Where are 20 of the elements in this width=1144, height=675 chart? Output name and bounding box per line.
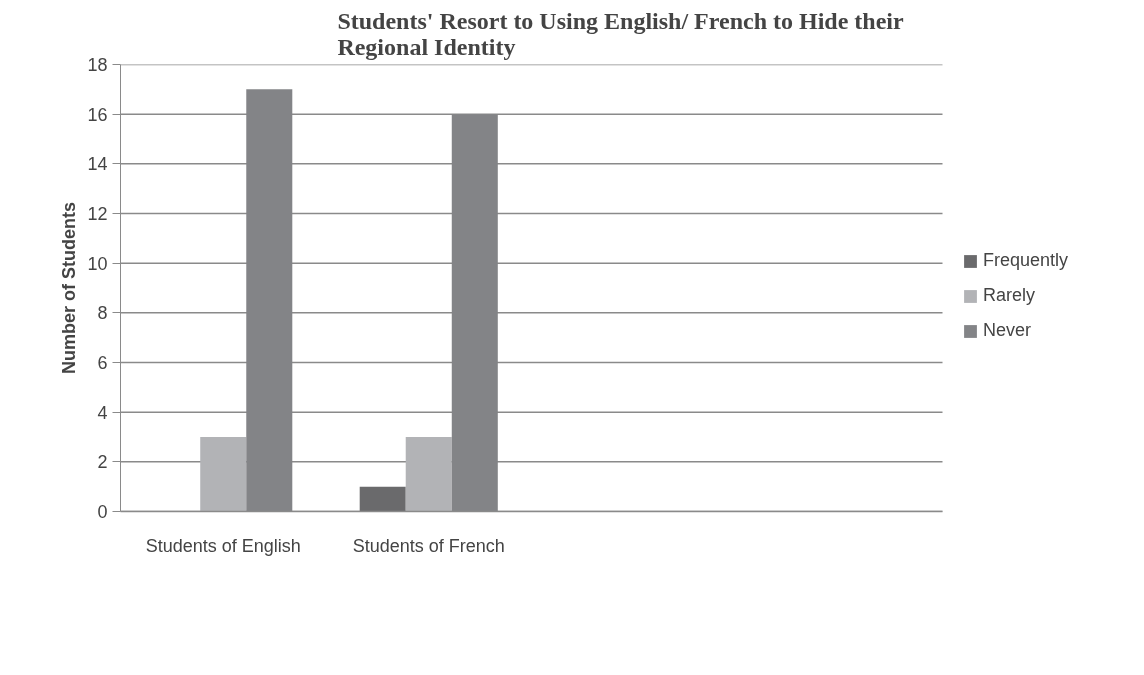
legend-label: Never: [983, 320, 1032, 341]
y-tick-label: 14: [87, 154, 108, 175]
x-tick-label: Students of French: [352, 535, 505, 556]
y-tick-label: 16: [87, 104, 108, 125]
y-axis-title: Number of Students: [59, 201, 80, 374]
y-tick-label: 10: [87, 253, 108, 274]
y-tick-label: 12: [87, 204, 108, 224]
legend-label: Frequently: [983, 250, 1069, 271]
y-tick-label: 8: [97, 303, 108, 324]
chart-title: Students' Resort to Using English/ French to Hide their Regional Identity: [337, 7, 904, 60]
y-tick-label: 18: [87, 55, 108, 75]
y-tick-label: 6: [97, 353, 108, 373]
x-tick-label: Students of English: [145, 535, 301, 556]
bar: [359, 486, 406, 512]
bar: [405, 437, 452, 512]
bar: [200, 437, 247, 512]
y-tick-label: 4: [97, 402, 108, 423]
legend-label: Rarely: [983, 285, 1036, 306]
y-tick-label: 0: [97, 502, 108, 522]
y-tick-label: 2: [97, 452, 108, 473]
